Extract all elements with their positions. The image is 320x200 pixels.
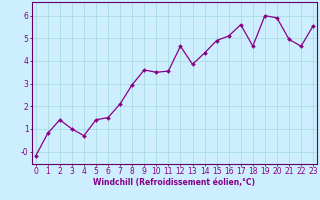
X-axis label: Windchill (Refroidissement éolien,°C): Windchill (Refroidissement éolien,°C)	[93, 178, 255, 187]
